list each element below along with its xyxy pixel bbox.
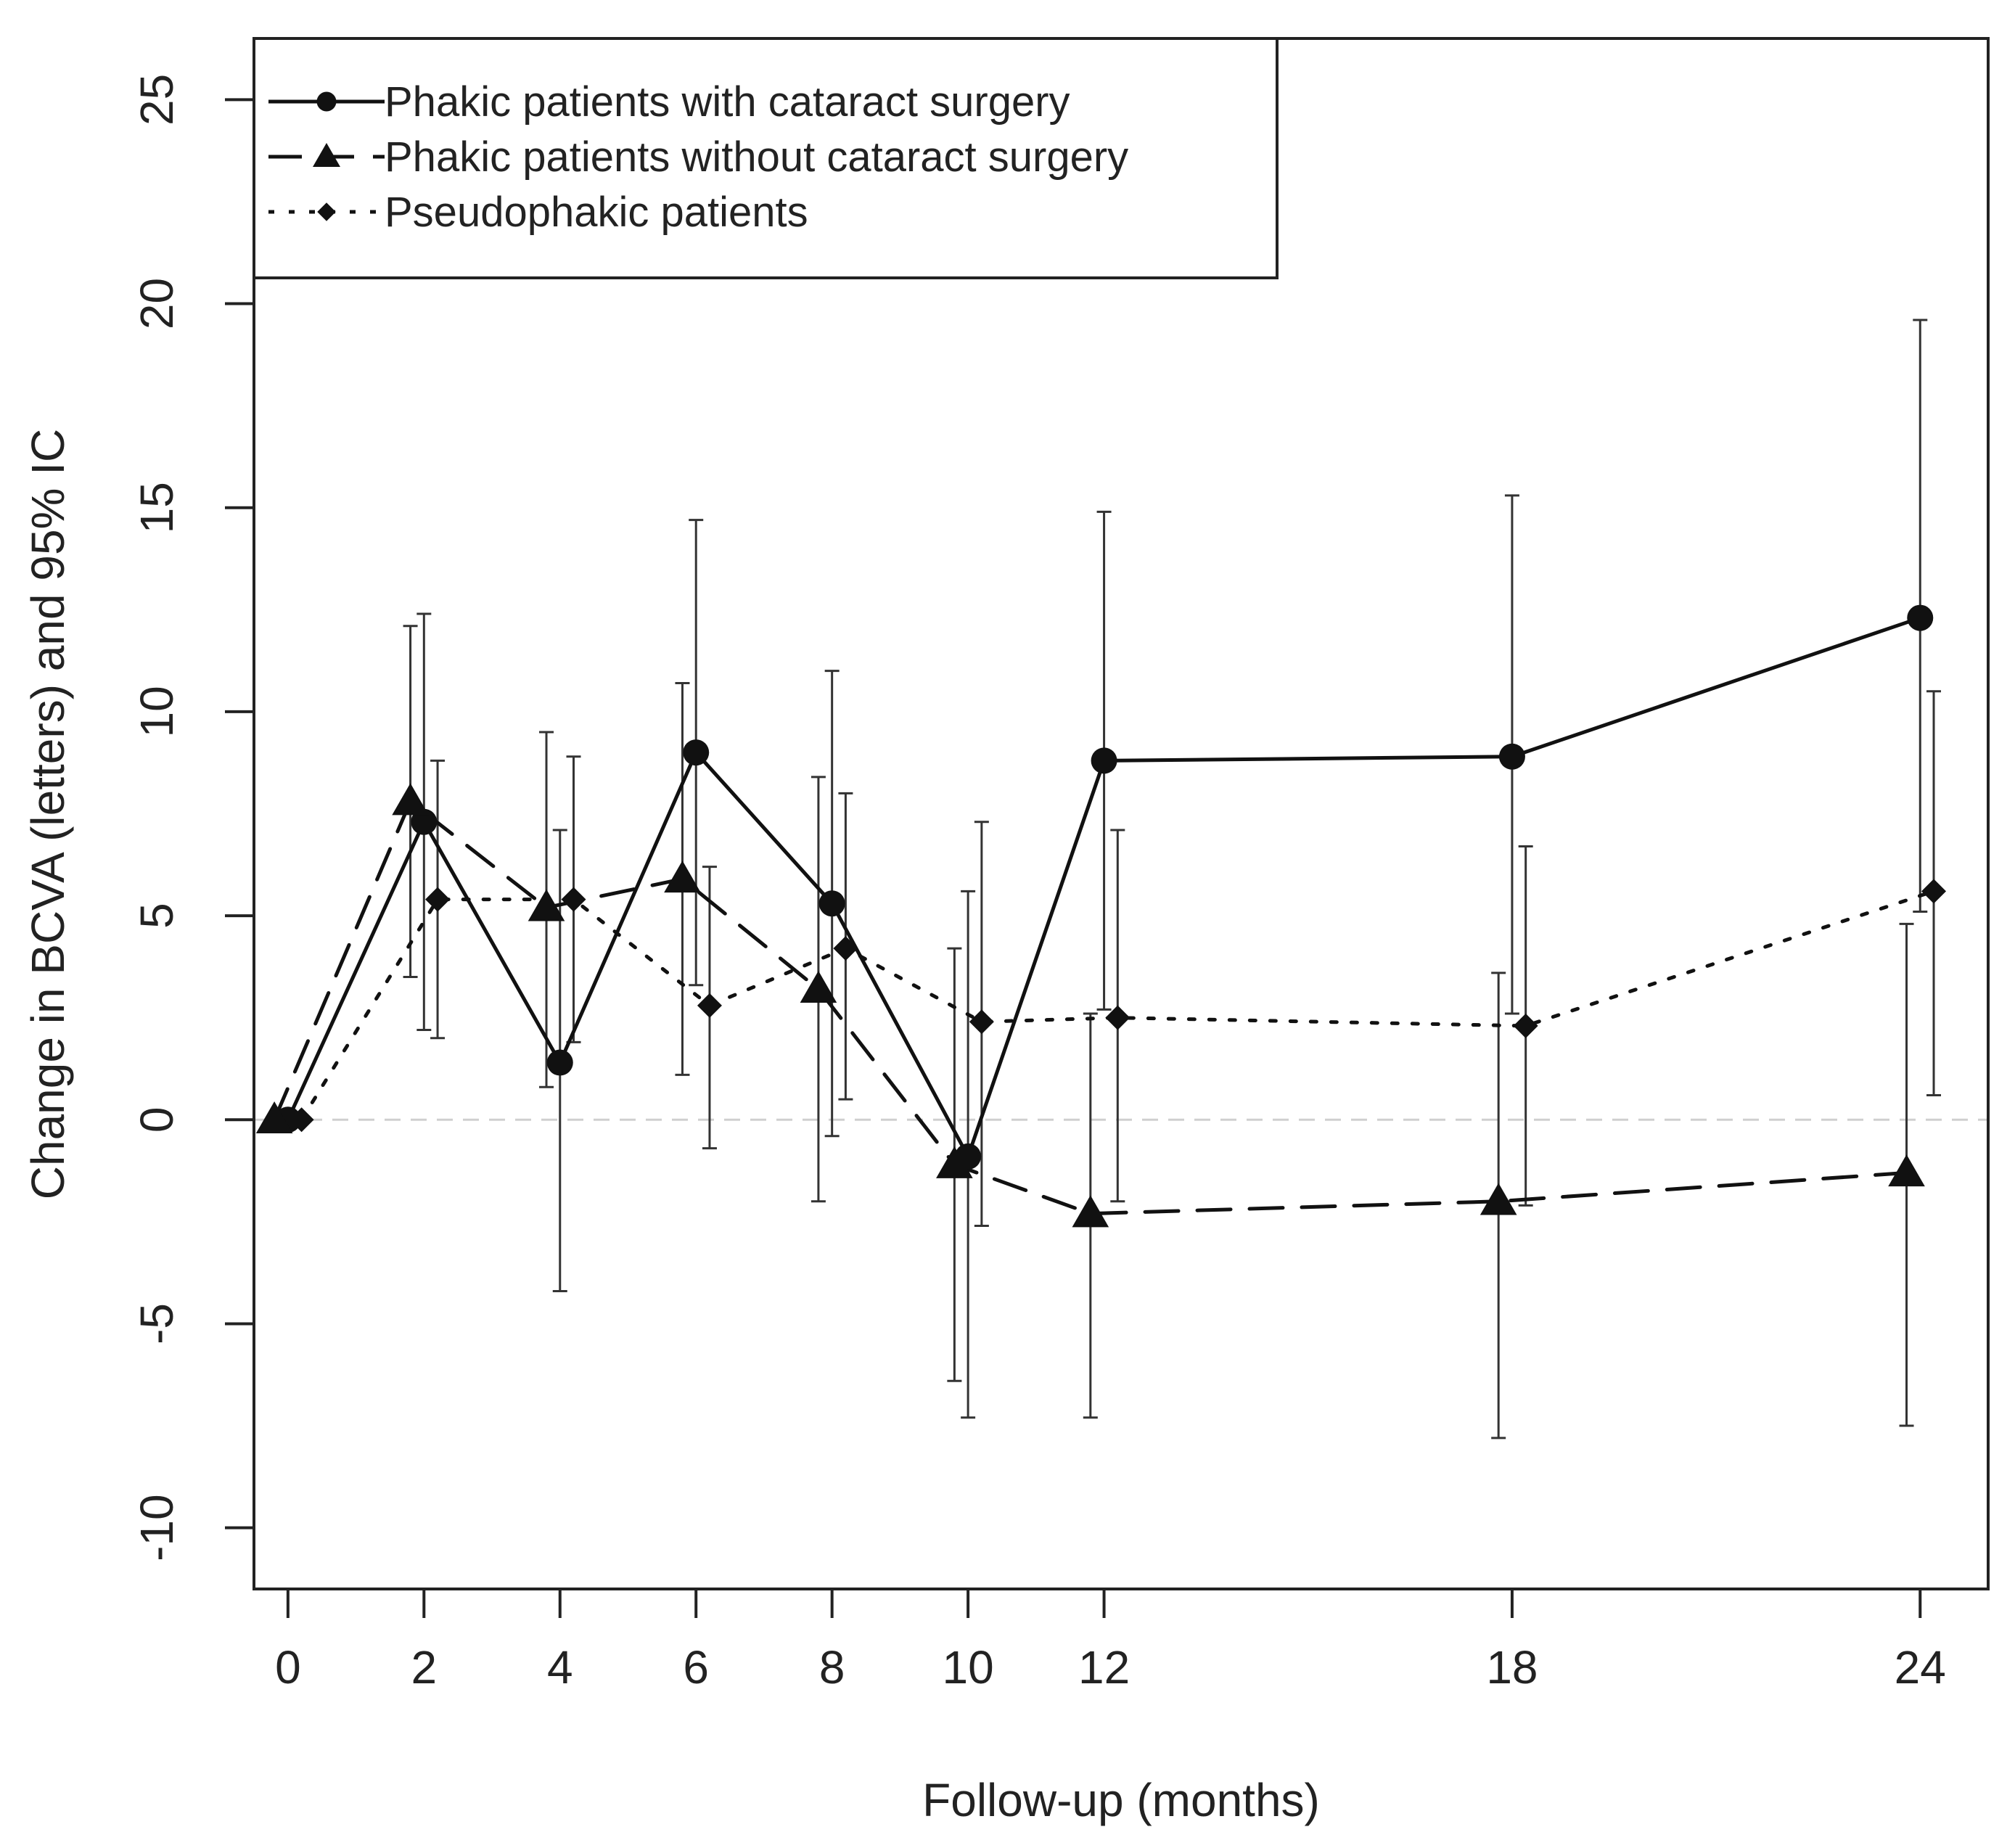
x-tick-label: 24 [1895,1641,1946,1693]
legend-item: Phakic patients without cataract surgery [268,134,1128,181]
x-tick-label: 12 [1078,1641,1130,1693]
data-point-circle [818,890,845,917]
legend-label: Phakic patients without cataract surgery [385,134,1128,181]
legend-marker-diamond [317,202,336,221]
data-point-triangle [1072,1195,1109,1228]
data-point-triangle [800,971,837,1003]
data-point-diamond [425,887,451,912]
legend-label: Phakic patients with cataract surgery [385,78,1070,126]
y-axis-title: Change in BCVA (letters) and 95% IC [22,429,74,1199]
x-tick-label: 0 [275,1641,301,1693]
data-point-diamond [1105,1005,1130,1030]
legend-item: Phakic patients with cataract surgery [268,78,1070,126]
data-point-circle [546,1049,573,1076]
data-point-circle [683,739,710,766]
data-point-circle [411,808,438,835]
x-tick-label: 8 [819,1641,845,1693]
data-point-circle [1907,604,1934,631]
x-tick-label: 6 [683,1641,709,1693]
x-tick-label: 4 [547,1641,573,1693]
x-tick-label: 18 [1486,1641,1538,1693]
data-point-diamond [833,936,858,961]
data-point-circle [1498,743,1525,770]
y-tick-label: 0 [131,1106,183,1133]
data-point-triangle [528,889,565,921]
data-point-diamond [1513,1013,1538,1038]
data-point-diamond [289,1107,314,1133]
y-tick-label: 10 [131,686,183,737]
data-point-diamond [561,887,586,912]
legend-label: Pseudophakic patients [385,189,808,236]
legend-marker-circle [316,91,337,112]
data-point-diamond [697,993,722,1018]
data-point-triangle [664,861,701,893]
x-tick-label: 10 [943,1641,994,1693]
legend-item: Pseudophakic patients [268,189,808,236]
y-tick-label: 5 [131,903,183,929]
data-point-triangle [392,783,429,816]
data-point-triangle [1888,1154,1925,1187]
y-tick-label: 20 [131,278,183,329]
data-point-triangle [1480,1183,1517,1215]
data-point-diamond [1921,879,1947,904]
y-tick-label: 25 [131,74,183,126]
y-tick-label: -10 [131,1494,183,1561]
x-tick-label: 2 [411,1641,438,1693]
x-axis-title: Follow-up (months) [922,1774,1320,1826]
data-point-circle [1091,747,1117,774]
legend: Phakic patients with cataract surgery Pha… [253,37,1279,279]
legend-marker-triangle [313,143,340,168]
y-tick-label: -5 [131,1303,183,1344]
y-tick-label: 15 [131,482,183,533]
series-2 [272,800,1909,1216]
series-line [272,800,1909,1216]
data-point-triangle [255,1101,293,1133]
legend-box [253,37,1279,279]
data-point-diamond [969,1009,994,1035]
data-point-triangle [936,1146,973,1178]
